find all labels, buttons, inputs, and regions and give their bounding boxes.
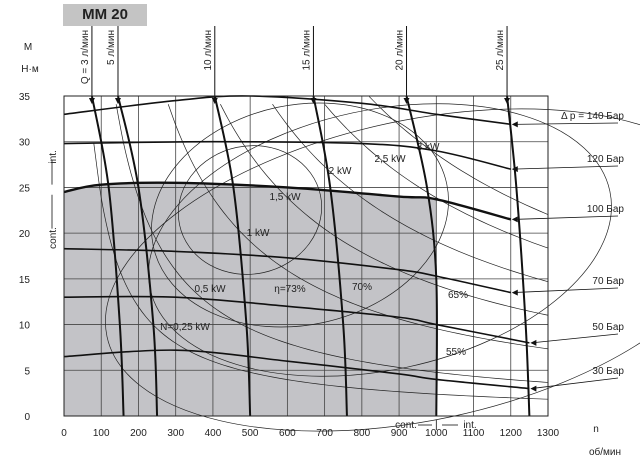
power-label: 1,5 kW [269, 192, 301, 203]
pressure-line-label: Δ p = 140 Бар [561, 111, 624, 122]
pressure-arrow [511, 121, 518, 128]
x-tick-label: 1000 [425, 428, 448, 439]
efficiency-label: 55% [446, 347, 466, 358]
y-tick-label: 35 [19, 92, 31, 103]
x-tick-label: 800 [354, 428, 371, 439]
y-tick-label: 10 [19, 321, 31, 332]
x-tick-label: 200 [130, 428, 147, 439]
pressure-line [63, 349, 530, 390]
power-label: N=0,25 kW [160, 322, 210, 333]
y-tick-label: 5 [24, 366, 30, 377]
flow-line-label: 5 л/мин [106, 30, 117, 65]
flow-line [90, 95, 125, 417]
pressure-line-label: 50 Бар [592, 322, 624, 333]
pressure-line-label: 30 Бар [592, 366, 624, 377]
flow-line [213, 95, 252, 417]
power-label: 3 kW [417, 142, 440, 153]
pressure-line [63, 95, 511, 126]
x-tick-label: 700 [316, 428, 333, 439]
efficiency-label: 65% [448, 290, 468, 301]
power-curve [272, 103, 549, 283]
efficiency-curve [105, 108, 640, 432]
x-tick-label: 400 [205, 428, 222, 439]
pressure-label-leader [512, 287, 619, 293]
y-tick-label: 0 [24, 412, 30, 423]
pressure-arrow [511, 289, 518, 296]
flow-arrow [211, 98, 218, 104]
power-curve [167, 104, 549, 350]
flow-line-label: 10 л/мин [203, 30, 214, 71]
flow-line [312, 95, 348, 417]
y-tick-label: 30 [19, 138, 31, 149]
pressure-arrow [530, 385, 537, 392]
pressure-line [63, 181, 512, 221]
flow-line-label: 25 л/мин [495, 30, 506, 71]
flow-line-label: Q = 3 л/мин [80, 30, 91, 84]
x-tick-label: 600 [279, 428, 296, 439]
flow-line [117, 95, 159, 417]
flow-arrow [114, 98, 121, 104]
power-curve [93, 143, 549, 400]
pressure-line [63, 247, 511, 294]
y-int-label: int. [48, 150, 59, 163]
x-tick-label: 1100 [463, 428, 485, 439]
x-tick-label: 100 [93, 428, 110, 439]
y-tick-label: 20 [19, 229, 31, 240]
power-label: 1 kW [247, 228, 270, 239]
pressure-arrow [530, 339, 537, 346]
pressure-line-label: 100 Бар [587, 204, 625, 215]
x-tick-label: 1300 [537, 428, 560, 439]
pressure-arrow [511, 216, 518, 223]
chart-title: MM 20 [63, 4, 147, 26]
efficiency-curve [177, 145, 323, 275]
power-label: 0,5 kW [194, 284, 226, 295]
x-axis-unit: об/мин [589, 446, 621, 458]
x-tick-label: 900 [391, 428, 408, 439]
efficiency-label: 70% [352, 282, 372, 293]
pressure-label-leader [531, 333, 619, 344]
pressure-label-leader [531, 377, 619, 389]
flow-arrow [504, 98, 511, 104]
plot-frame [63, 95, 549, 417]
pressure-arrow [511, 166, 518, 173]
power-curve [115, 104, 549, 383]
power-label: 2,5 kW [374, 154, 406, 165]
flow-line [405, 95, 438, 417]
pressure-label-leader [512, 215, 619, 220]
x-axis-label: n [593, 424, 599, 435]
pressure-line-label: 120 Бар [587, 154, 625, 165]
pressure-line [63, 140, 511, 170]
flow-line-label: 20 л/мин [395, 30, 406, 71]
x-tick-label: 300 [167, 428, 184, 439]
x-cont-label: cont. [395, 420, 417, 431]
pressure-label-leader [512, 165, 619, 170]
y-cont-label: cont. [48, 227, 59, 249]
x-int-label: int. [463, 420, 476, 431]
pressure-line [63, 295, 530, 344]
power-curve [220, 104, 549, 316]
flow-line [506, 95, 531, 417]
efficiency-label: η=73% [274, 284, 306, 295]
flow-arrow [403, 98, 410, 104]
y-axis-label: M [24, 42, 32, 53]
pressure-line-label: 70 Бар [592, 276, 624, 287]
x-tick-label: 1200 [500, 428, 523, 439]
flow-arrow [88, 98, 95, 104]
y-tick-label: 25 [19, 183, 31, 194]
x-tick-label: 0 [61, 428, 67, 439]
x-tick-label: 500 [242, 428, 259, 439]
pressure-label-leader [512, 122, 619, 125]
y-tick-label: 15 [19, 275, 31, 286]
flow-line-label: 15 л/мин [301, 30, 312, 71]
y-axis-unit: Н·м [21, 64, 39, 75]
power-label: 2 kW [329, 166, 352, 177]
